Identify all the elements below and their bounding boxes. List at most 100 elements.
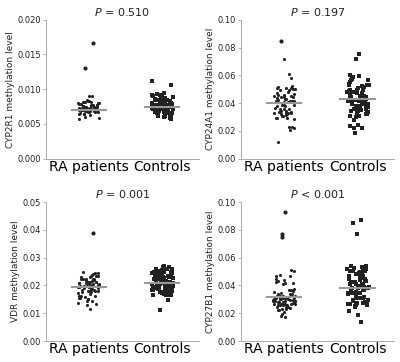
Point <box>274 304 281 310</box>
Point <box>75 300 81 306</box>
Point <box>273 98 279 104</box>
Point <box>161 281 168 286</box>
Point <box>348 94 354 100</box>
Point <box>358 108 365 113</box>
Point <box>78 101 84 107</box>
Point <box>351 118 357 123</box>
Point <box>355 108 362 114</box>
Point <box>165 283 171 289</box>
Point <box>285 99 292 105</box>
Point <box>273 273 280 279</box>
Point <box>87 107 94 113</box>
Point <box>283 112 289 118</box>
Point <box>291 91 297 97</box>
Point <box>87 282 93 288</box>
Point <box>275 92 282 98</box>
Point <box>154 112 161 118</box>
Point <box>170 106 176 112</box>
Point <box>350 268 356 274</box>
Point <box>357 295 364 300</box>
Point <box>88 102 95 108</box>
Point <box>288 124 295 130</box>
Point <box>354 110 360 116</box>
Point <box>85 296 91 302</box>
Point <box>363 266 369 272</box>
Point <box>168 292 174 298</box>
Point <box>168 111 175 117</box>
Point <box>80 269 86 274</box>
Point <box>284 115 290 121</box>
Point <box>161 114 168 120</box>
Point <box>348 263 354 269</box>
Point <box>86 110 92 115</box>
Point <box>354 295 360 301</box>
Point <box>160 96 166 102</box>
Point <box>277 272 284 278</box>
Point <box>154 281 160 287</box>
Point <box>82 104 88 110</box>
Point <box>278 302 284 307</box>
Point <box>150 106 156 112</box>
Point <box>155 286 161 292</box>
Point <box>348 77 354 83</box>
Point <box>286 106 292 112</box>
Point <box>94 102 100 108</box>
Point <box>150 93 156 98</box>
Point <box>88 104 94 109</box>
Point <box>84 105 90 111</box>
Point <box>280 277 287 282</box>
Point <box>90 108 97 114</box>
Point <box>81 285 87 291</box>
Point <box>78 276 84 282</box>
Point <box>92 105 98 111</box>
Point <box>95 282 102 288</box>
Point <box>158 102 164 108</box>
Point <box>344 291 351 296</box>
Point <box>270 298 276 303</box>
Point <box>361 97 368 103</box>
Point <box>282 302 288 307</box>
Point <box>365 83 372 88</box>
Point <box>82 104 89 110</box>
Point <box>91 287 98 293</box>
Point <box>156 285 162 291</box>
Point <box>94 285 101 290</box>
Point <box>273 85 280 91</box>
Point <box>357 274 364 280</box>
Point <box>361 84 367 90</box>
Point <box>352 104 359 110</box>
Point <box>76 280 82 286</box>
Point <box>272 299 278 304</box>
Point <box>286 291 293 296</box>
Point <box>347 113 354 118</box>
Point <box>359 101 366 106</box>
Point <box>157 102 164 108</box>
Point <box>169 101 176 106</box>
Point <box>152 109 158 115</box>
Point <box>89 102 96 108</box>
Point <box>344 89 350 94</box>
Point <box>279 102 285 108</box>
Point <box>279 293 286 299</box>
Point <box>166 102 172 108</box>
Point <box>280 99 287 105</box>
Point <box>353 293 359 299</box>
Point <box>281 102 287 108</box>
Point <box>287 298 293 303</box>
Point <box>151 276 157 282</box>
Point <box>87 306 94 312</box>
Point <box>278 311 285 317</box>
Point <box>152 97 158 103</box>
Point <box>80 100 87 105</box>
Point <box>158 100 165 106</box>
Point <box>359 99 366 105</box>
Point <box>158 273 165 279</box>
Point <box>78 274 84 280</box>
Point <box>77 106 83 112</box>
Point <box>347 72 353 77</box>
Point <box>360 282 366 287</box>
Point <box>165 289 171 294</box>
Point <box>168 82 174 88</box>
Point <box>271 289 277 295</box>
Point <box>353 289 359 295</box>
